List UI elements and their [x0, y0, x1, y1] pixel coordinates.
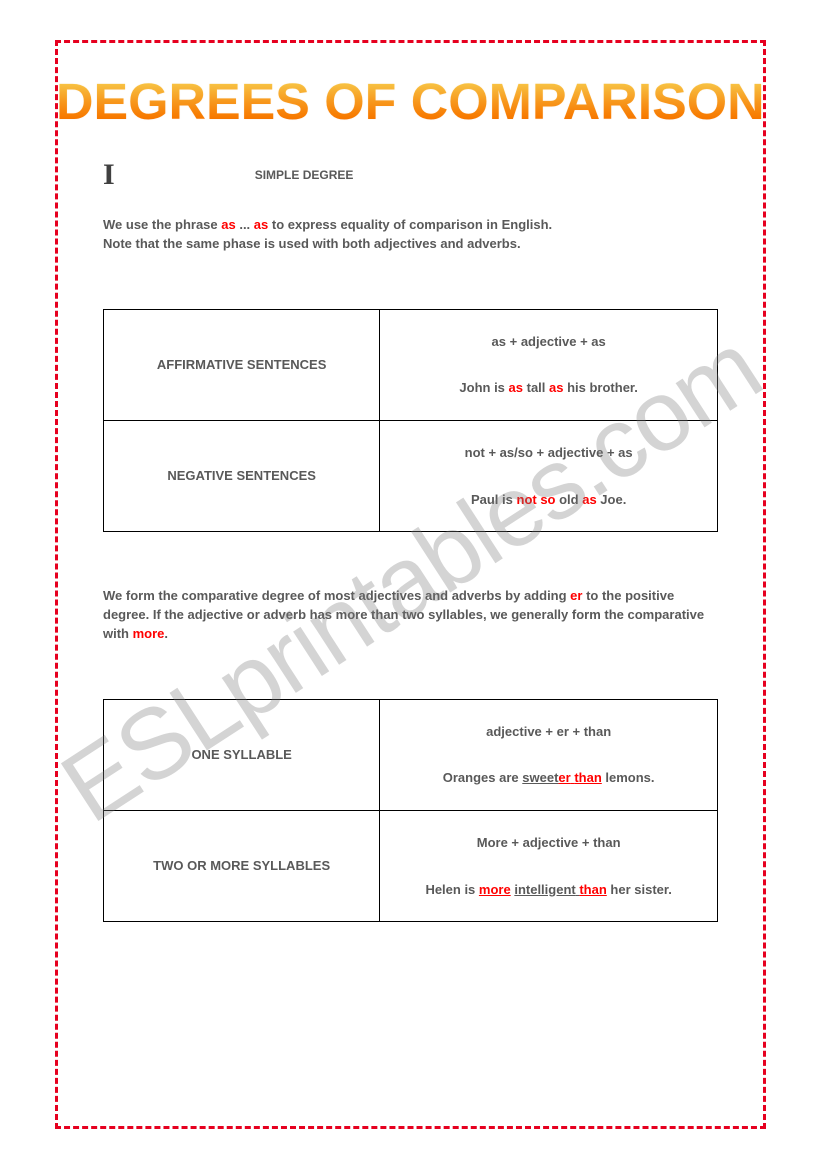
aff-ex-c: tall: [523, 380, 549, 395]
intro2-e: .: [164, 626, 168, 641]
intro2-a: We form the comparative degree of most a…: [103, 588, 570, 603]
table-row: TWO OR MORE SYLLABLES More + adjective +…: [104, 810, 718, 921]
intro1-as1: as: [221, 217, 235, 232]
intro2-b: er: [570, 588, 582, 603]
ts-ex-more: more: [479, 882, 511, 897]
intro1-text-c: to express equality of comparison in Eng…: [268, 217, 552, 232]
table-simple-degree: AFFIRMATIVE SENTENCES as + adjective + a…: [103, 309, 718, 532]
cell-negative-label: NEGATIVE SENTENCES: [104, 420, 380, 531]
cell-two-syllables-label: TWO OR MORE SYLLABLES: [104, 810, 380, 921]
os-ex-end: lemons.: [602, 770, 655, 785]
page-frame: DEGREES OF COMPARISON I SIMPLE DEGREE We…: [55, 40, 766, 1129]
ts-ex-than: than: [579, 882, 606, 897]
os-ex-er: er: [558, 770, 570, 785]
ts-ex-a: Helen is: [425, 882, 478, 897]
cell-affirmative-label: AFFIRMATIVE SENTENCES: [104, 309, 380, 420]
table-row: NEGATIVE SENTENCES not + as/so + adjecti…: [104, 420, 718, 531]
table-row: AFFIRMATIVE SENTENCES as + adjective + a…: [104, 309, 718, 420]
aff-ex-e: his brother.: [563, 380, 637, 395]
neg-ex-a: Paul is: [471, 492, 517, 507]
cell-negative-content: not + as/so + adjective + as Paul is not…: [380, 420, 718, 531]
intro1-as2: as: [254, 217, 268, 232]
cell-affirmative-content: as + adjective + as John is as tall as h…: [380, 309, 718, 420]
section-roman: I: [103, 158, 115, 192]
one-syl-formula: adjective + er + than: [486, 724, 611, 739]
cell-two-syllables-content: More + adjective + than Helen is more in…: [380, 810, 718, 921]
neg-ex-b: not so: [517, 492, 556, 507]
two-syl-formula: More + adjective + than: [477, 835, 621, 850]
intro1-text-b: ...: [236, 217, 254, 232]
ts-ex-end: her sister.: [607, 882, 672, 897]
title-container: DEGREES OF COMPARISON: [103, 78, 718, 128]
aff-ex-b: as: [509, 380, 523, 395]
os-ex-root: sweet: [522, 770, 558, 785]
section-label: SIMPLE DEGREE: [255, 168, 354, 182]
neg-ex-c: old: [556, 492, 583, 507]
section-header: I SIMPLE DEGREE: [103, 158, 718, 192]
negative-formula: not + as/so + adjective + as: [465, 445, 633, 460]
aff-ex-a: John is: [459, 380, 508, 395]
intro1-text-a: We use the phrase: [103, 217, 221, 232]
aff-ex-d: as: [549, 380, 563, 395]
intro-paragraph-1: We use the phrase as ... as to express e…: [103, 216, 718, 254]
cell-one-syllable-content: adjective + er + than Oranges are sweete…: [380, 699, 718, 810]
ts-ex-adj: intelligent: [514, 882, 575, 897]
cell-one-syllable-label: ONE SYLLABLE: [104, 699, 380, 810]
neg-ex-e: Joe.: [597, 492, 627, 507]
table-comparative-degree: ONE SYLLABLE adjective + er + than Orang…: [103, 699, 718, 922]
intro1-note: Note that the same phase is used with bo…: [103, 236, 521, 251]
intro-paragraph-2: We form the comparative degree of most a…: [103, 587, 718, 644]
intro2-d: more: [133, 626, 165, 641]
os-ex-a: Oranges are: [443, 770, 523, 785]
affirmative-formula: as + adjective + as: [492, 334, 606, 349]
os-ex-than: than: [574, 770, 601, 785]
neg-ex-d: as: [582, 492, 596, 507]
table-row: ONE SYLLABLE adjective + er + than Orang…: [104, 699, 718, 810]
page-title: DEGREES OF COMPARISON: [56, 74, 765, 132]
